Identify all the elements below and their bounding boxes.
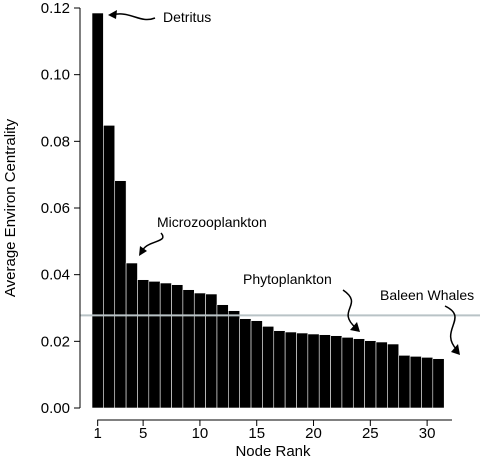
x-axis-label: Node Rank xyxy=(235,443,311,460)
bar-rank-12 xyxy=(216,304,229,409)
bar-rank-29 xyxy=(409,356,422,409)
x-tick-label: 10 xyxy=(192,425,209,442)
bar-rank-28 xyxy=(398,355,411,409)
bar-rank-1 xyxy=(91,12,104,409)
arrowhead-detritus xyxy=(108,10,117,19)
y-tick-label: 0.12 xyxy=(41,0,70,17)
arrowhead-microzooplankton xyxy=(139,246,147,256)
bar-rank-26 xyxy=(375,341,388,409)
annotation-arrow-microzooplankton xyxy=(141,232,164,253)
annotation-arrow-phytoplankton xyxy=(342,289,357,329)
x-tick-label: 20 xyxy=(305,425,322,442)
y-axis-label: Average Environ Centrality xyxy=(2,118,19,297)
y-tick-label: 0.06 xyxy=(41,200,70,217)
annotation-arrow-detritus xyxy=(111,13,156,21)
bar-rank-18 xyxy=(284,331,297,409)
y-axis: 0.00 0.02 0.04 0.06 0.08 0.10 0.12 xyxy=(41,0,81,417)
annotation-phytoplankton: Phytoplankton xyxy=(243,271,332,287)
annotation-arrow-baleen-whales xyxy=(444,305,458,351)
bar-rank-20 xyxy=(307,333,320,409)
y-tick-label: 0.00 xyxy=(41,400,70,417)
x-tick-label: 25 xyxy=(362,425,379,442)
bar-rank-27 xyxy=(387,343,400,409)
bar-rank-11 xyxy=(205,293,218,409)
bar-rank-6 xyxy=(148,281,161,409)
annotation-detritus: Detritus xyxy=(163,9,211,25)
bar-rank-24 xyxy=(352,338,365,409)
annotations-group: Detritus Microzooplankton Phytoplankton … xyxy=(108,9,474,355)
annotation-microzooplankton: Microzooplankton xyxy=(157,214,267,230)
bar-rank-22 xyxy=(330,335,343,409)
bar-rank-25 xyxy=(364,340,377,409)
bar-rank-15 xyxy=(250,320,263,409)
arrowhead-phytoplankton xyxy=(350,322,360,332)
bar-rank-9 xyxy=(182,289,195,409)
x-tick-label: 15 xyxy=(248,425,265,442)
bars-group xyxy=(91,12,445,409)
bar-rank-4 xyxy=(125,262,138,409)
y-tick-label: 0.10 xyxy=(41,67,70,84)
bar-rank-10 xyxy=(193,292,206,409)
y-tick-label: 0.04 xyxy=(41,267,70,284)
x-tick-label: 30 xyxy=(419,425,436,442)
bar-rank-16 xyxy=(262,326,275,409)
bar-rank-3 xyxy=(114,180,127,409)
bar-rank-17 xyxy=(273,330,286,409)
bar-rank-19 xyxy=(296,332,309,409)
arrowhead-baleen-whales xyxy=(451,344,460,355)
annotation-baleen-whales: Baleen Whales xyxy=(380,287,474,303)
bar-rank-2 xyxy=(103,125,116,409)
x-tick-label: 1 xyxy=(94,425,102,442)
bar-rank-7 xyxy=(159,282,172,409)
bar-rank-30 xyxy=(421,357,434,409)
y-tick-label: 0.08 xyxy=(41,133,70,150)
y-tick-label: 0.02 xyxy=(41,333,70,350)
bar-rank-14 xyxy=(239,318,252,409)
bar-rank-31 xyxy=(432,358,445,409)
x-axis: 1 5 10 15 20 25 30 xyxy=(94,419,452,442)
x-tick-label: 5 xyxy=(139,425,147,442)
bar-rank-8 xyxy=(171,284,184,409)
bar-rank-23 xyxy=(341,337,354,409)
bar-rank-5 xyxy=(137,279,150,409)
bar-rank-13 xyxy=(228,310,241,409)
bar-rank-21 xyxy=(318,334,331,409)
